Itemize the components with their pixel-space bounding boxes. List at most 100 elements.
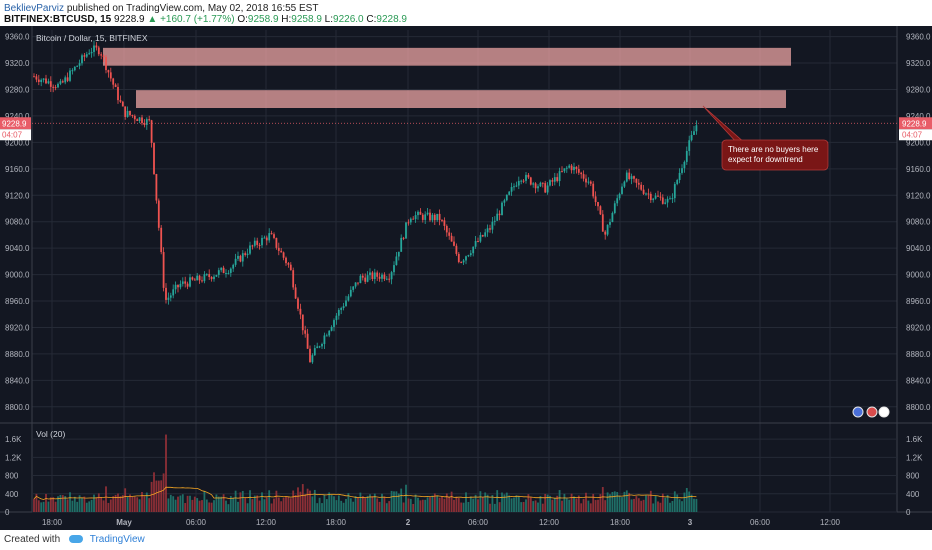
volume-bar — [162, 473, 165, 512]
price-axis-label: 9320.0 — [906, 59, 931, 68]
candle-body — [393, 265, 395, 273]
candle-body — [61, 81, 64, 83]
volume-bar — [513, 497, 515, 512]
time-axis-label: 12:00 — [820, 518, 841, 527]
volume-bar — [193, 496, 196, 512]
volume-bar — [426, 497, 429, 512]
candle-body — [438, 213, 441, 221]
volume-bar — [359, 492, 362, 512]
volume-bar — [210, 502, 213, 512]
low-value: 9226.0 — [333, 14, 364, 25]
candle-body — [633, 176, 635, 179]
volume-bar — [292, 490, 295, 512]
candle-body — [309, 348, 311, 363]
volume-bar — [251, 499, 254, 512]
volume-bar — [340, 500, 343, 512]
candle-body — [265, 237, 268, 241]
candle-body — [465, 256, 467, 261]
candle-body — [69, 70, 71, 81]
candle-body — [486, 228, 489, 233]
volume-bar — [66, 499, 69, 512]
volume-bar — [232, 497, 235, 512]
volume-bar — [93, 494, 95, 512]
volume-bar — [131, 496, 134, 512]
volume-bar — [652, 503, 655, 512]
candle-body — [400, 237, 403, 252]
volume-bar — [198, 500, 201, 512]
volume-bar — [52, 497, 55, 512]
volume-bar — [304, 494, 307, 512]
price-axis-label-left: 8960.0 — [5, 297, 30, 306]
chart-svg[interactable]: 9360.0 9360.0 9320.0 9320.0 9280.0 9280.0 9240… — [0, 26, 932, 530]
volume-bar — [549, 495, 551, 512]
candle-body — [35, 76, 38, 80]
candle-body — [683, 161, 686, 169]
candle-body — [645, 193, 647, 195]
high-value: 9258.9 — [291, 14, 322, 25]
volume-bar — [349, 498, 352, 512]
volume-bar — [54, 501, 57, 512]
candle-body — [83, 55, 86, 57]
vol-axis-label: 0 — [906, 508, 911, 517]
candle-body — [270, 233, 273, 235]
candle-body — [131, 114, 134, 116]
author-link[interactable]: BeklievParviz — [4, 3, 65, 14]
volume-bar — [196, 498, 199, 512]
candle-body — [287, 263, 290, 265]
candle-body — [515, 185, 518, 187]
candle-body — [325, 335, 328, 337]
time-axis-label: 3 — [688, 518, 693, 527]
price-axis-label-left: 9320.0 — [5, 59, 30, 68]
volume-bar — [597, 499, 599, 512]
candle-body — [568, 165, 571, 168]
candle-body — [153, 142, 155, 174]
annotation-text: There are no buyers here — [728, 145, 819, 154]
volume-bar — [649, 490, 652, 512]
price-axis-label-left: 9240.0 — [5, 112, 30, 121]
candle-body — [217, 270, 220, 275]
candle-body — [85, 54, 88, 57]
volume-bar — [553, 498, 556, 512]
volume-bar — [618, 495, 621, 512]
candle-body — [174, 284, 177, 290]
candle-body — [606, 224, 609, 235]
candle-body — [661, 197, 664, 204]
volume-bar — [417, 497, 419, 512]
vol-axis-label: 400 — [906, 490, 920, 499]
candle-body — [369, 272, 371, 276]
candle-body — [508, 191, 511, 195]
volume-bar — [563, 493, 566, 512]
candle-body — [561, 171, 563, 173]
volume-bar — [647, 495, 650, 512]
candle-body — [333, 320, 335, 327]
candle-body — [102, 55, 105, 58]
price-axis-label: 8840.0 — [906, 376, 931, 385]
volume-bar — [220, 496, 223, 512]
chart-panel[interactable]: 9360.0 9360.0 9320.0 9320.0 9280.0 9280.0 9240… — [0, 26, 932, 530]
volume-bar — [112, 496, 115, 512]
candle-body — [136, 119, 139, 122]
volume-bar — [537, 502, 539, 512]
candle-body — [155, 173, 158, 201]
candle-body — [551, 180, 554, 182]
time-axis-label: 2 — [406, 518, 411, 527]
volume-bar — [570, 493, 573, 512]
countdown-tag — [899, 129, 932, 141]
volume-bar — [179, 495, 182, 512]
candle-body — [143, 123, 146, 125]
candle-body — [383, 274, 386, 279]
candle-body — [505, 194, 508, 201]
volume-bar — [455, 496, 458, 512]
volume-bar — [321, 503, 323, 512]
volume-bar — [165, 434, 167, 512]
volume-bar — [181, 494, 184, 512]
candle-body — [184, 281, 187, 284]
footer-brand[interactable]: TradingView — [89, 534, 145, 545]
volume-bar — [486, 494, 489, 512]
candle-body — [263, 237, 266, 239]
candle-body — [539, 182, 542, 187]
candle-body — [285, 257, 287, 264]
candle-body — [585, 178, 587, 183]
volume-bar — [582, 499, 585, 512]
volume-bar — [457, 498, 460, 512]
